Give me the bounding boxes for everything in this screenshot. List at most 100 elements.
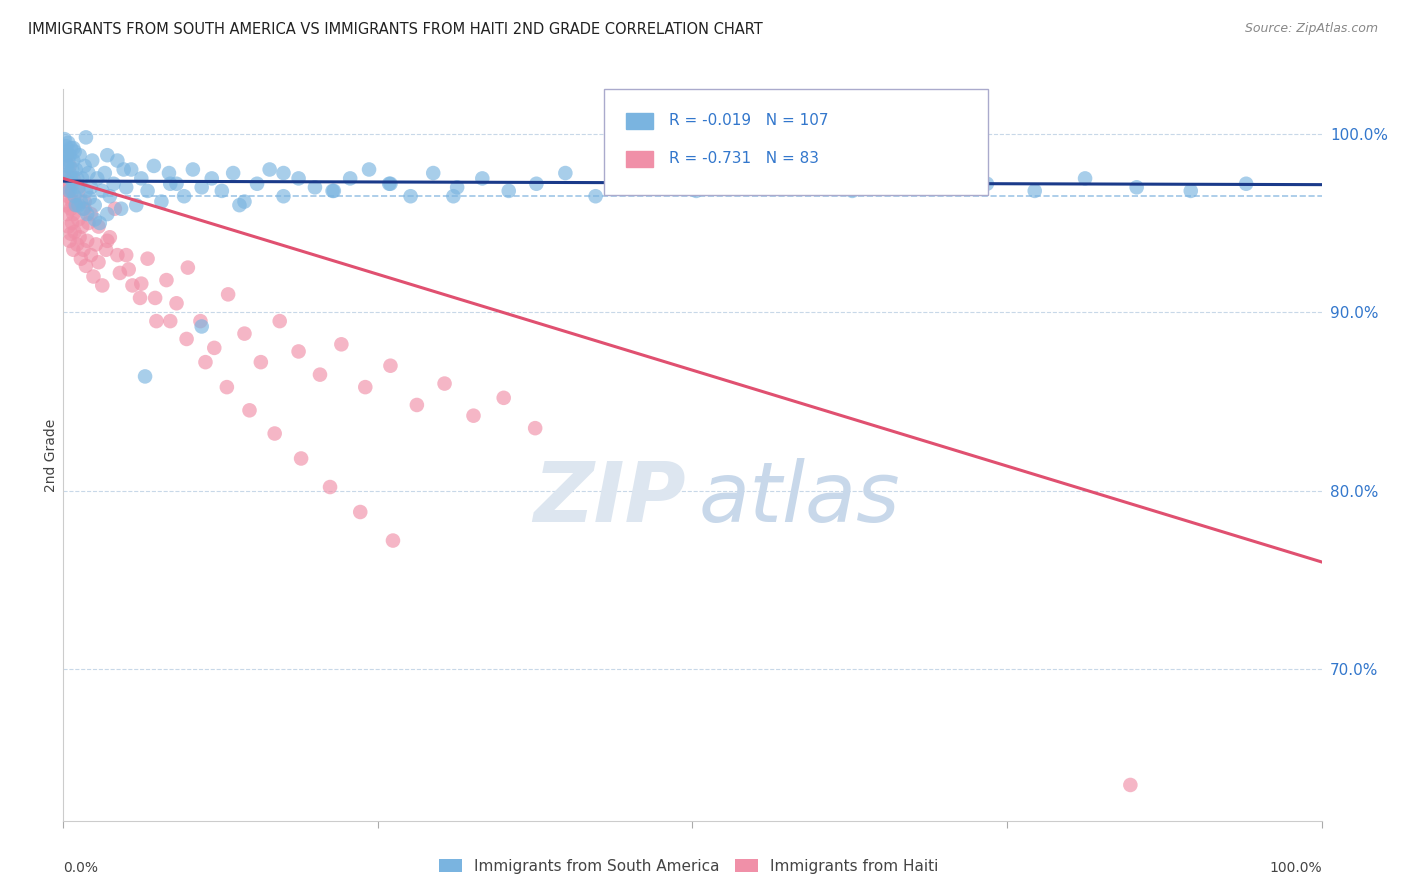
Point [62,153,84,168]
Point [62,207,84,221]
Point [55,148,77,162]
Point [56,207,79,221]
Point [62,177,84,191]
Point [62,141,84,155]
Point [129,277,152,291]
Point [405,398,427,412]
Point [105,153,128,168]
Point [63,145,86,159]
Point [349,505,371,519]
Point [143,291,166,305]
Point [976,177,998,191]
Point [309,368,332,382]
Point [319,480,342,494]
Point [79,191,101,205]
Point [56,169,79,184]
Point [145,314,167,328]
Point [75,184,97,198]
Point [80,207,103,221]
Point [115,180,138,194]
Point [380,359,402,373]
Point [1180,184,1202,198]
Point [96,148,118,162]
Point [104,202,127,216]
Point [59,141,82,155]
Point [492,391,515,405]
Point [269,314,291,328]
Point [357,162,380,177]
Point [56,159,79,173]
Point [422,166,444,180]
Point [63,225,86,239]
Point [800,180,823,194]
Point [76,207,98,221]
Point [60,194,83,209]
Point [463,409,485,423]
Point [56,148,79,162]
Point [60,184,83,198]
Point [181,162,204,177]
Point [228,198,250,212]
Point [125,198,148,212]
Point [70,171,93,186]
Point [173,189,195,203]
Point [166,296,188,310]
Point [884,171,907,186]
Point [441,189,464,203]
FancyBboxPatch shape [626,151,654,167]
Point [76,234,98,248]
Point [75,259,97,273]
Text: ZIP: ZIP [533,458,686,540]
Point [304,180,326,194]
Point [55,198,77,212]
Text: R = -0.731   N = 83: R = -0.731 N = 83 [668,151,818,166]
Point [554,166,576,180]
Text: Source: ZipAtlas.com: Source: ZipAtlas.com [1244,22,1378,36]
Point [84,237,107,252]
Point [721,177,744,191]
Point [273,166,295,180]
Point [136,252,159,266]
Point [72,202,94,216]
Point [65,198,87,212]
Point [159,314,181,328]
Point [155,273,177,287]
Point [134,369,156,384]
Point [58,166,80,180]
Point [202,341,225,355]
Point [98,189,121,203]
Point [330,337,353,351]
Point [103,177,125,191]
Point [53,171,76,186]
Point [142,159,165,173]
Point [55,180,77,194]
Point [471,171,494,186]
Point [70,252,93,266]
Point [585,189,607,203]
Point [73,194,96,209]
Point [177,260,200,275]
Text: IMMIGRANTS FROM SOUTH AMERICA VS IMMIGRANTS FROM HAITI 2ND GRADE CORRELATION CHA: IMMIGRANTS FROM SOUTH AMERICA VS IMMIGRA… [28,22,763,37]
Point [929,180,952,194]
Point [322,184,344,198]
Point [1234,177,1257,191]
Text: R = -0.019   N = 107: R = -0.019 N = 107 [668,113,828,128]
Point [129,171,152,186]
Point [59,227,82,241]
Point [616,180,638,194]
Point [60,162,83,177]
Point [94,166,117,180]
Point [72,243,94,257]
Point [58,136,80,150]
Point [211,184,233,198]
Point [190,314,212,328]
Point [118,262,141,277]
FancyBboxPatch shape [626,112,654,128]
Point [94,243,117,257]
Point [82,153,104,168]
Point [83,212,105,227]
Point [841,184,863,198]
Point [66,171,89,186]
Point [108,266,131,280]
Point [91,184,114,198]
